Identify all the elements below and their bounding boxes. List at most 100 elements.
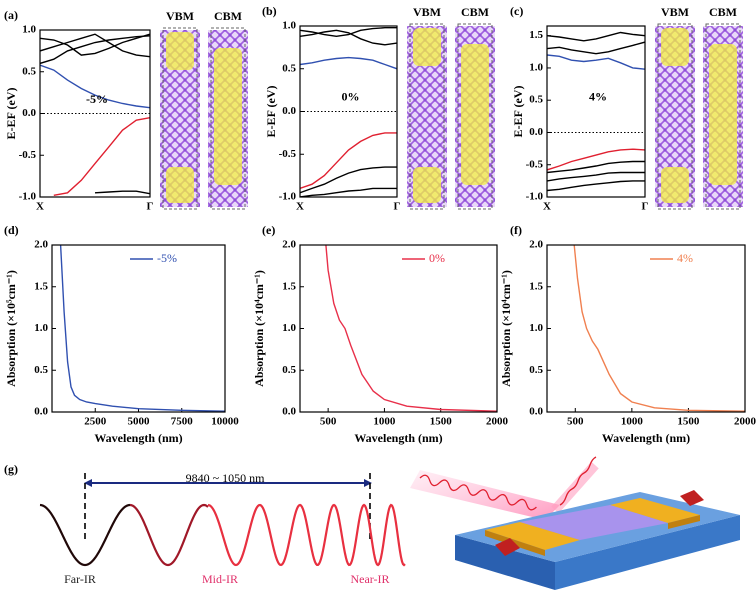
plot-frame	[299, 25, 398, 198]
legend-label: -5%	[157, 251, 177, 265]
band-label: Mid-IR	[202, 572, 238, 586]
y-tick-label: 0.0	[34, 406, 48, 418]
x-tick-label: 1000	[621, 416, 644, 428]
series-line	[40, 33, 150, 56]
x-tick-label: 1500	[677, 416, 700, 428]
chart: (f) Absorption (×10⁴cm⁻¹) Wavelength (nm) 0…	[499, 223, 756, 445]
plot-frame	[299, 244, 498, 413]
y-axis-label: Absorption (×10⁴cm⁻¹)	[252, 270, 266, 387]
x-axis-label: Wavelength (nm)	[94, 431, 182, 445]
wave	[207, 503, 406, 567]
structure-label: CBM	[709, 5, 737, 19]
y-tick-label: 1.5	[529, 280, 543, 292]
legend-label: 0%	[429, 251, 445, 265]
diagram-panel: (g) 9840 ~ 1050 nm Far-IR Mid-IR Near-IR	[4, 456, 740, 590]
y-axis-label: E-EF (eV)	[264, 86, 278, 138]
x-tick-label: 1500	[430, 416, 453, 428]
plot-frame	[546, 244, 746, 413]
structure-label: CBM	[214, 9, 242, 23]
x-axis-label: Wavelength (nm)	[354, 431, 442, 445]
orbital	[661, 28, 689, 66]
y-tick-label: 0.5	[529, 94, 543, 106]
series-line	[547, 41, 645, 55]
legend-label: 4%	[677, 251, 693, 265]
series-line	[300, 27, 397, 38]
series-line	[547, 180, 645, 192]
x-tick-label: 2000	[486, 416, 509, 428]
series-line	[573, 245, 745, 412]
x-tick-label: Γ	[147, 201, 154, 213]
y-tick-label: 1.0	[529, 322, 543, 334]
structure-label: VBM	[166, 9, 194, 23]
structure-box	[210, 27, 246, 210]
y-tick-label: 2.0	[34, 239, 48, 251]
y-axis-label: Absorption (×10⁴cm⁻¹)	[499, 270, 513, 387]
series-line	[547, 54, 645, 70]
series-line	[547, 31, 645, 42]
series-line	[300, 166, 397, 194]
y-tick-label: 1.0	[529, 61, 543, 73]
wave	[39, 503, 131, 567]
band-label: Near-IR	[350, 572, 389, 586]
structure-label: VBM	[661, 5, 689, 19]
y-tick-label: 0.5	[22, 65, 36, 77]
y-tick-label: 1.5	[34, 280, 48, 292]
structure-box	[457, 23, 493, 210]
orbital	[709, 44, 737, 185]
chart: (d) Absorption (×10⁵cm⁻¹) Wavelength (nm) 0…	[4, 223, 240, 445]
y-tick-label: 0.0	[529, 406, 543, 418]
range-label: 9840 ~ 1050 nm	[186, 471, 265, 485]
structure-box	[409, 23, 445, 210]
panel-label: (g)	[4, 462, 18, 476]
y-tick-label: 1.5	[282, 280, 296, 292]
structure-label: VBM	[413, 5, 441, 19]
x-tick-label: Γ	[642, 201, 649, 213]
series-line	[59, 245, 225, 412]
series-line	[40, 33, 150, 58]
y-axis-label: E-EF (eV)	[4, 88, 18, 140]
x-tick-label: X	[296, 201, 304, 213]
series-line	[547, 148, 645, 171]
x-tick-label: X	[543, 201, 551, 213]
series-line	[547, 171, 645, 182]
orbital	[166, 167, 194, 203]
series-line	[325, 245, 497, 412]
y-tick-label: -1.0	[279, 191, 297, 203]
y-tick-label: 1.5	[529, 29, 543, 41]
x-tick-label: 5000	[128, 416, 151, 428]
x-tick-label: 2000	[734, 416, 756, 428]
wave	[129, 503, 209, 567]
orbital	[661, 167, 689, 203]
chart: (a) E-EF (eV) -1.0 -0.5 0.0 0.5 1.0 X Γ -5% VBM CBM	[4, 8, 248, 213]
series-line	[53, 117, 150, 196]
series-line	[300, 187, 397, 197]
x-tick-label: 7500	[171, 416, 194, 428]
y-tick-label: 2.0	[529, 239, 543, 251]
panel-label: (c)	[510, 4, 523, 18]
x-tick-label: 1000	[373, 416, 396, 428]
panel-label: (f)	[510, 223, 522, 237]
y-tick-label: -0.5	[19, 149, 37, 161]
series-line	[94, 190, 150, 195]
series-line	[40, 64, 150, 109]
x-axis-label: Wavelength (nm)	[602, 431, 690, 445]
y-tick-label: 1.0	[282, 322, 296, 334]
orbital	[413, 167, 441, 203]
y-tick-label: 1.0	[22, 24, 36, 36]
series-line	[40, 35, 150, 65]
device	[410, 456, 740, 590]
orbital	[214, 48, 242, 185]
orbital	[413, 28, 441, 66]
y-tick-label: 1.0	[282, 20, 296, 32]
series-line	[300, 29, 397, 46]
orbital	[166, 32, 194, 70]
y-tick-label: 0.0	[282, 406, 296, 418]
x-tick-label: 2500	[84, 416, 107, 428]
y-tick-label: 0.0	[22, 107, 36, 119]
y-tick-label: 0.5	[529, 364, 543, 376]
y-tick-label: -1.0	[526, 191, 544, 203]
structure-label: CBM	[461, 5, 489, 19]
x-tick-label: 500	[320, 416, 337, 428]
series-line	[300, 132, 397, 190]
